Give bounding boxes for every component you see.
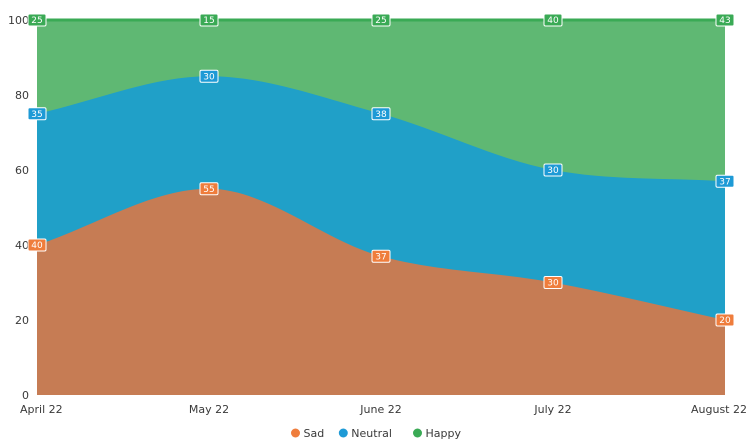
x-tick-label: June 22 <box>359 403 401 416</box>
data-label-value: 25 <box>375 16 386 26</box>
data-label-value: 43 <box>719 16 730 26</box>
data-label-value: 35 <box>31 110 42 120</box>
data-label-box <box>371 107 391 121</box>
legend-marker <box>413 428 422 438</box>
areas-layer <box>36 18 726 395</box>
data-label-happy: 25 <box>27 13 47 27</box>
data-label-value: 20 <box>719 316 731 326</box>
x-tick-label: May 22 <box>189 403 229 416</box>
data-label-box <box>199 69 219 83</box>
legend-item-neutral[interactable]: Neutral <box>338 427 392 440</box>
data-label-box <box>27 13 47 27</box>
data-label-neutral: 38 <box>371 107 391 121</box>
data-label-sad: 30 <box>543 276 563 289</box>
data-label-neutral: 30 <box>543 163 563 177</box>
legend: Sad Neutral Happy <box>291 427 461 440</box>
data-label-value: 40 <box>547 16 559 26</box>
x-tick-label: July 22 <box>533 403 571 416</box>
data-label-sad: 20 <box>715 313 735 327</box>
legend-item-happy[interactable]: Happy <box>413 427 461 440</box>
x-tick-label: April 22 <box>20 403 63 416</box>
data-label-box <box>715 174 735 188</box>
legend-marker <box>338 428 348 438</box>
x-tick-label: August 22 <box>691 403 747 416</box>
data-label-happy: 43 <box>715 13 735 27</box>
data-label-neutral: 35 <box>27 107 47 121</box>
y-tick-label: 20 <box>15 314 29 327</box>
data-label-value: 25 <box>31 16 42 26</box>
data-label-value: 30 <box>547 279 559 289</box>
area-happy[interactable] <box>37 20 725 182</box>
x-axis: April 22 May 22 June 22 July 22 August 22 <box>20 403 747 416</box>
y-axis: 0 20 40 60 80 100 <box>8 14 29 402</box>
legend-marker <box>291 428 300 438</box>
data-label-sad: 37 <box>371 249 391 263</box>
data-label-box <box>199 13 219 27</box>
data-label-value: 38 <box>375 110 387 120</box>
data-label-value: 30 <box>203 72 215 82</box>
y-tick-label: 0 <box>22 389 29 402</box>
data-labels: 40 55 37 30 20 35 30 38 30 37 25 15 25 40 43 <box>27 13 735 327</box>
data-label-neutral: 37 <box>715 174 735 188</box>
area-sad[interactable] <box>37 188 725 395</box>
data-label-box <box>543 13 563 27</box>
y-tick-label: 40 <box>15 239 29 252</box>
legend-label: Happy <box>426 427 462 440</box>
legend-label: Sad <box>304 427 325 440</box>
data-label-box <box>371 249 391 263</box>
data-label-happy: 40 <box>543 13 563 27</box>
legend-label: Neutral <box>351 427 392 440</box>
data-label-neutral: 30 <box>199 69 219 83</box>
data-label-value: 55 <box>203 185 214 195</box>
data-label-box <box>27 107 47 121</box>
data-label-happy: 25 <box>371 13 391 27</box>
data-label-happy: 15 <box>199 13 219 27</box>
data-label-value: 37 <box>375 252 386 262</box>
data-label-box <box>199 182 219 196</box>
data-label-sad: 40 <box>27 238 47 252</box>
y-tick-label: 60 <box>15 164 29 177</box>
data-label-value: 30 <box>547 166 559 176</box>
area-neutral[interactable] <box>37 76 725 320</box>
data-label-value: 15 <box>203 16 214 26</box>
y-tick-label: 100 <box>8 14 29 27</box>
data-label-sad: 55 <box>199 182 219 196</box>
data-label-box <box>543 163 563 177</box>
data-label-box <box>715 13 735 27</box>
data-label-value: 40 <box>31 241 43 251</box>
data-label-box <box>543 276 563 289</box>
legend-item-sad[interactable]: Sad <box>291 427 324 440</box>
data-label-box <box>715 313 735 327</box>
data-label-value: 37 <box>719 177 730 187</box>
data-label-box <box>371 13 391 27</box>
y-tick-label: 80 <box>15 89 29 102</box>
data-label-box <box>27 238 47 252</box>
